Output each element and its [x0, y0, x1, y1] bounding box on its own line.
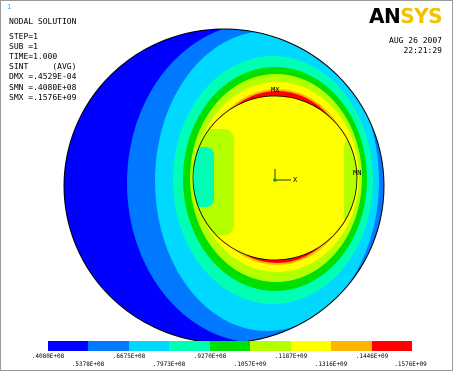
legend-swatch-4	[169, 341, 210, 351]
legend-swatch-5	[209, 341, 251, 351]
smx-line: SMX =.1576E+09	[9, 92, 77, 102]
solution-title: NODAL SOLUTION	[9, 17, 77, 26]
legend-label-4: .7973E+08	[152, 361, 186, 368]
triad-icon	[273, 169, 291, 182]
smn-line: SMN =.4080E+08	[9, 82, 77, 92]
time-line: TIME=1.000	[9, 52, 58, 62]
date-label: AUG 26 2007	[389, 36, 442, 45]
legend-label-8: .1316E+09	[314, 361, 348, 368]
sub-line: SUB =1	[9, 42, 38, 52]
legend-label-1: .4080E+08	[31, 353, 65, 360]
date-time: AUG 26 2007 22:21:29	[389, 36, 442, 56]
max-marker-label: MX	[271, 86, 280, 94]
inner-boundary-circle	[192, 95, 358, 261]
legend-label-5: .9270E+08	[193, 353, 227, 360]
legend-swatch-7	[290, 341, 332, 351]
legend-swatch-2	[88, 341, 129, 351]
time-label: 22:21:29	[403, 46, 442, 55]
logo-part-an: AN	[368, 4, 401, 28]
legend-swatch-8	[331, 341, 372, 351]
window-number: 1	[7, 3, 12, 11]
triad-x-label: X	[293, 176, 298, 184]
sint-line: SINT (AVG)	[9, 62, 77, 72]
legend-swatch-1	[48, 341, 89, 351]
logo-part-sys: SYS	[400, 4, 442, 28]
legend-swatch-9	[371, 341, 412, 351]
dmx-line: DMX =.4529E-04	[9, 72, 77, 82]
legend-label-7: .1187E+09	[274, 353, 308, 360]
color-legend	[48, 341, 412, 351]
legend-swatch-3	[128, 341, 170, 351]
solution-info: NODAL SOLUTION STEP=1 SUB =1 TIME=1.000 …	[9, 17, 76, 103]
legend-label-10: .1576E+09	[394, 361, 427, 368]
legend-swatch-6	[250, 341, 291, 351]
legend-label-2: .5378E+08	[71, 361, 105, 368]
ansys-logo: ANSYS	[368, 4, 443, 28]
legend-label-3: .6675E+08	[112, 353, 146, 360]
legend-label-9: .1446E+09	[355, 353, 389, 360]
legend-label-6: .1057E+09	[233, 361, 267, 368]
step-line: STEP=1	[9, 32, 38, 42]
min-marker-label: MN	[353, 169, 361, 177]
